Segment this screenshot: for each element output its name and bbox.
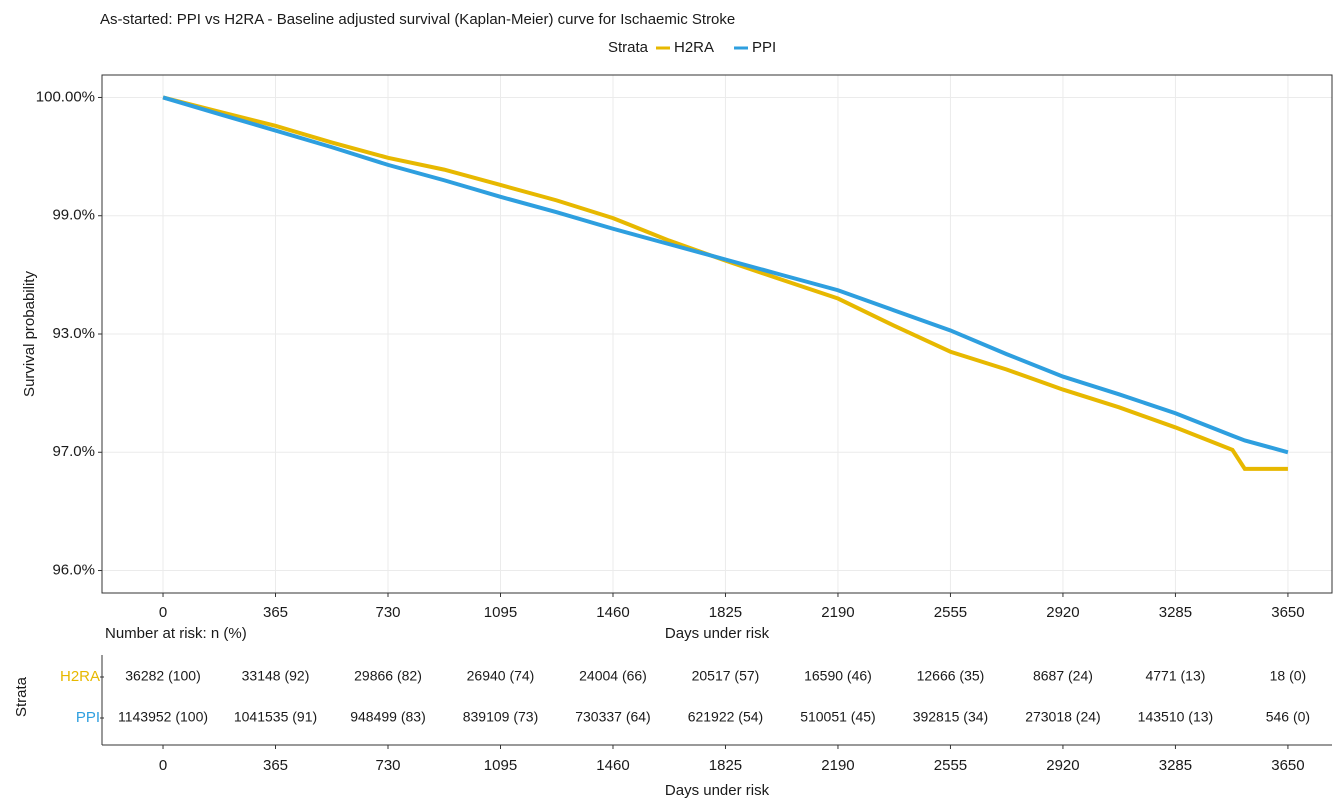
risk-x-tick-label: 365 — [263, 757, 288, 774]
risk-cell: 4771 (13) — [1145, 668, 1205, 684]
risk-x-tick-label: 730 — [375, 757, 400, 774]
risk-cell: 143510 (13) — [1138, 709, 1214, 725]
risk-cell: 16590 (46) — [804, 668, 872, 684]
x-tick-label: 3650 — [1271, 604, 1304, 621]
risk-cell: 1041535 (91) — [234, 709, 317, 725]
chart-title: As-started: PPI vs H2RA - Baseline adjus… — [100, 11, 735, 28]
risk-cell: 546 (0) — [1266, 709, 1310, 725]
risk-cell: 12666 (35) — [917, 668, 985, 684]
x-tick-label: 365 — [263, 604, 288, 621]
legend-label: PPI — [752, 39, 776, 56]
risk-cell: 36282 (100) — [125, 668, 201, 684]
risk-cell: 510051 (45) — [800, 709, 876, 725]
risk-table-title: Number at risk: n (%) — [105, 625, 247, 642]
x-tick-label: 1825 — [709, 604, 742, 621]
risk-cell: 948499 (83) — [350, 709, 426, 725]
risk-x-tick-label: 1460 — [596, 757, 629, 774]
x-tick-label: 0 — [159, 604, 167, 621]
risk-cell: 29866 (82) — [354, 668, 422, 684]
risk-cell: 18 (0) — [1270, 668, 1307, 684]
risk-cell: 839109 (73) — [463, 709, 539, 725]
risk-x-tick-label: 2555 — [934, 757, 967, 774]
plot-border — [101, 74, 1333, 594]
x-axis-label: Days under risk — [665, 625, 770, 642]
risk-x-tick-label: 1095 — [484, 757, 517, 774]
risk-cell: 26940 (74) — [467, 668, 535, 684]
risk-x-tick-label: 0 — [159, 757, 167, 774]
y-tick-label: 96.0% — [52, 561, 95, 578]
survival-curve — [162, 95, 1288, 471]
risk-cell: 392815 (34) — [913, 709, 989, 725]
y-tick-label: 99.0% — [52, 207, 95, 224]
legend-label: H2RA — [674, 39, 714, 56]
risk-row-label: PPI — [76, 709, 100, 726]
x-tick-label: 2555 — [934, 604, 967, 621]
x-tick-label: 730 — [375, 604, 400, 621]
risk-x-tick-label: 1825 — [709, 757, 742, 774]
x-tick-label: 1460 — [596, 604, 629, 621]
risk-x-label: Days under risk — [665, 782, 770, 799]
risk-x-tick-label: 2190 — [821, 757, 854, 774]
x-tick-label: 2190 — [821, 604, 854, 621]
risk-cell: 33148 (92) — [242, 668, 310, 684]
x-tick-label: 1095 — [484, 604, 517, 621]
risk-x-tick-label: 2920 — [1046, 757, 1079, 774]
risk-cell: 621922 (54) — [688, 709, 764, 725]
risk-x-tick-label: 3285 — [1159, 757, 1192, 774]
risk-cell: 8687 (24) — [1033, 668, 1093, 684]
y-tick-label: 93.0% — [52, 325, 95, 342]
y-axis-label: Survival probability — [21, 271, 38, 397]
risk-cell: 20517 (57) — [692, 668, 760, 684]
risk-x-tick-label: 3650 — [1271, 757, 1304, 774]
x-tick-label: 3285 — [1159, 604, 1192, 621]
y-tick-label: 97.0% — [52, 443, 95, 460]
legend-title: Strata — [608, 39, 649, 56]
risk-y-label: Strata — [13, 676, 30, 717]
y-tick-label: 100.00% — [36, 88, 95, 105]
risk-cell: 24004 (66) — [579, 668, 647, 684]
risk-cell: 273018 (24) — [1025, 709, 1101, 725]
risk-cell: 730337 (64) — [575, 709, 651, 725]
survival-curve — [162, 95, 1289, 455]
risk-cell: 1143952 (100) — [118, 709, 208, 725]
risk-row-label: H2RA — [60, 668, 100, 685]
x-tick-label: 2920 — [1046, 604, 1079, 621]
